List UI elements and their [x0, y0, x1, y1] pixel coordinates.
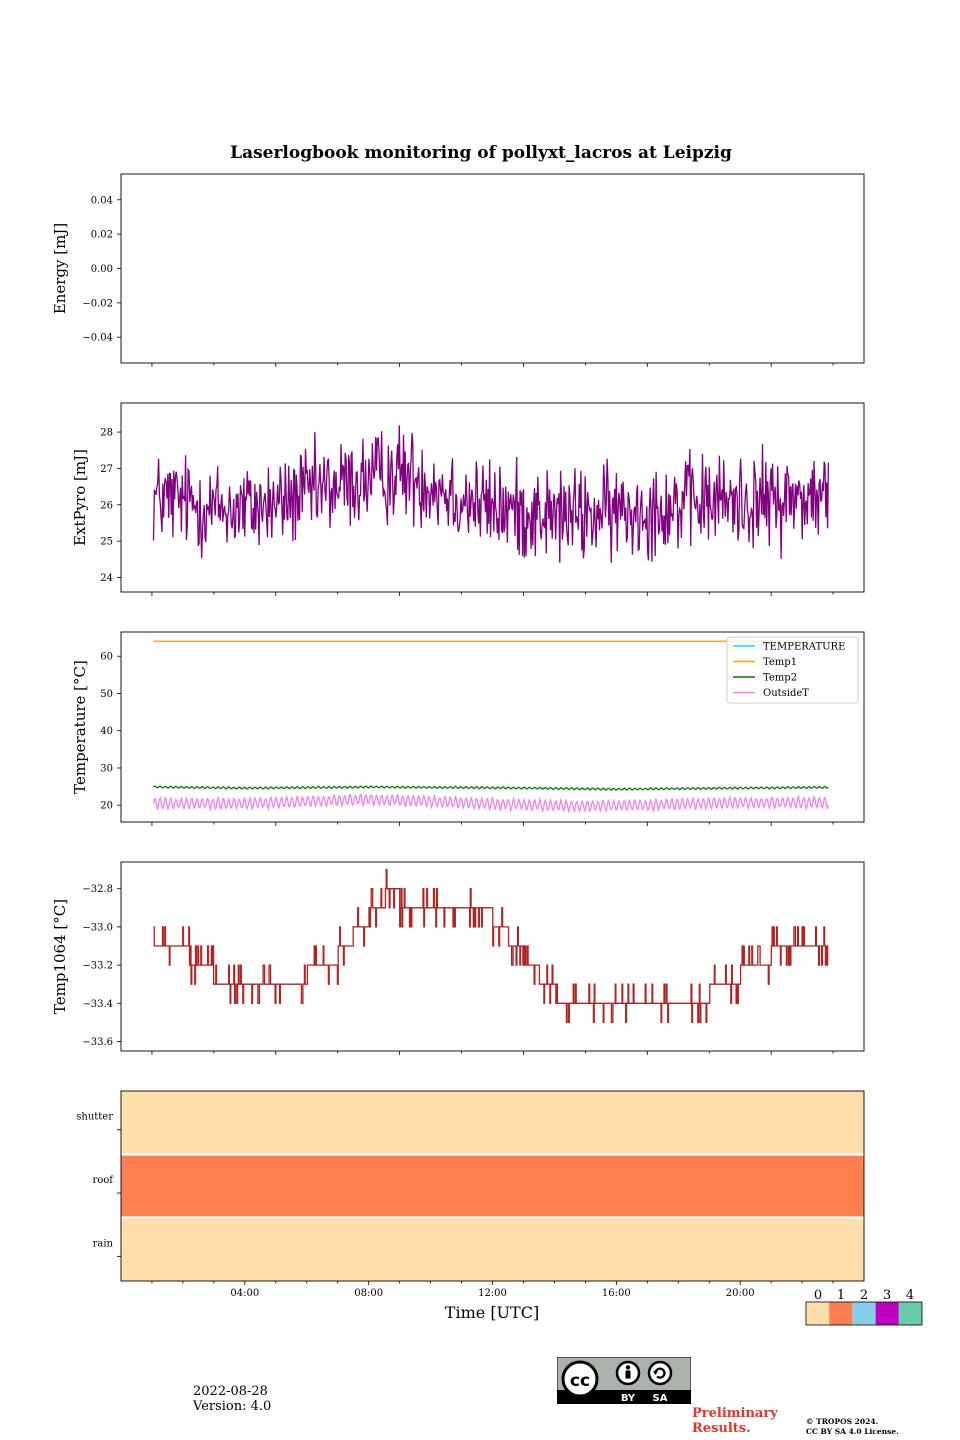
- x-axis-label: Time [UTC]: [445, 1303, 539, 1322]
- temp1064-panel: −32.8 −33.0 −33.2 −33.4 −33.6 Temp1064 [°C]: [51, 861, 865, 1055]
- status-row-label-shutter: shutter: [76, 1112, 113, 1123]
- y-tick-label: 50: [100, 689, 113, 700]
- y-tick-label: 25: [100, 537, 113, 548]
- figure-title: Laserlogbook monitoring of pollyxt_lacro…: [230, 143, 732, 163]
- y-axis-label: ExtPyro [mJ]: [71, 449, 89, 546]
- legend-label-temp1: Temp1: [763, 657, 797, 668]
- status-row-rain: [121, 1217, 864, 1281]
- copyright-line-2: CC BY SA 4.0 License.: [806, 1427, 899, 1436]
- axes-frame: [120, 173, 865, 364]
- colorbar-tick-label: 4: [906, 1288, 914, 1303]
- energy-panel: 0.04 0.02 0.00 −0.02 −0.04 Energy [mJ]: [51, 173, 865, 367]
- y-axis-label: Temperature [°C]: [71, 660, 89, 794]
- y-tick-label: 26: [100, 500, 113, 511]
- y-tick-label: 60: [100, 652, 113, 663]
- y-tick-label: −33.0: [82, 922, 113, 933]
- status-row-label-roof: roof: [92, 1175, 114, 1186]
- preliminary-notice: Preliminary Results.: [692, 1406, 778, 1436]
- y-tick-label: −33.4: [82, 999, 113, 1010]
- colorbar-swatch-2: [852, 1302, 876, 1325]
- y-axis-label: Energy [mJ]: [51, 223, 69, 314]
- axes-frame: [120, 402, 865, 593]
- status-row-shutter: [121, 1091, 864, 1155]
- legend-box: [726, 636, 859, 704]
- colorbar-tick-label: 2: [860, 1288, 868, 1303]
- temperature-panel: 20 30 40 50 60 Temperature [°C] TEMPERATURE Tem…: [71, 631, 865, 826]
- x-tick-label: 08:00: [354, 1288, 383, 1299]
- license-by-label: BY: [621, 1393, 636, 1404]
- footer-version: Version: 4.0: [193, 1399, 272, 1414]
- legend-label-temp2: Temp2: [763, 673, 797, 684]
- y-tick-label: 0.00: [91, 264, 113, 275]
- temp1064-line: [153, 868, 829, 1024]
- colorbar-swatch-0: [806, 1302, 830, 1325]
- legend-label-temperature: TEMPERATURE: [763, 642, 845, 653]
- series-temp2-line: [153, 785, 829, 791]
- preliminary-line-2: Results.: [692, 1421, 751, 1436]
- cc-by-sa-icon: cc BY SA: [556, 1356, 692, 1405]
- colorbar-swatch-1: [829, 1302, 853, 1325]
- colorbar-tick-label: 3: [883, 1288, 891, 1303]
- y-tick-label: 20: [100, 801, 113, 812]
- axes-frame: [120, 631, 865, 823]
- y-tick-label: 27: [100, 464, 113, 475]
- y-tick-label: −0.04: [82, 333, 113, 344]
- copyright-notice: © TROPOS 2024. CC BY SA 4.0 License.: [806, 1417, 899, 1437]
- copyright-line-1: © TROPOS 2024.: [806, 1417, 879, 1426]
- y-tick-label: 24: [100, 573, 113, 584]
- x-tick-label: 12:00: [478, 1288, 507, 1299]
- series-outsidet-line: [152, 793, 830, 814]
- colorbar-frame: [805, 1301, 923, 1326]
- x-tick-label: 04:00: [230, 1288, 259, 1299]
- status-row-roof: [121, 1154, 864, 1218]
- x-tick-label: 20:00: [726, 1288, 755, 1299]
- extpyro-line: [152, 425, 830, 563]
- y-tick-label: 40: [100, 726, 113, 737]
- preliminary-line-1: Preliminary: [692, 1406, 778, 1421]
- y-tick-label: −33.2: [82, 961, 113, 972]
- y-tick-label: −0.02: [82, 298, 113, 309]
- colorbar-swatch-3: [875, 1302, 899, 1325]
- status-row-label-rain: rain: [93, 1238, 114, 1249]
- legend: TEMPERATURE Temp1 Temp2 OutsideT: [726, 636, 859, 704]
- axes-frame: [120, 861, 865, 1052]
- footer-date-version: 2022-08-28 Version: 4.0: [193, 1384, 271, 1414]
- svg-text:cc: cc: [570, 1371, 590, 1391]
- legend-label-outsidet: OutsideT: [763, 688, 809, 699]
- colorbar-swatch-4: [898, 1302, 922, 1325]
- license-sa-label: SA: [653, 1393, 668, 1404]
- y-tick-label: 30: [100, 763, 113, 774]
- y-tick-label: 28: [100, 428, 113, 439]
- y-tick-label: −33.6: [82, 1037, 113, 1048]
- colorbar-tick-label: 0: [814, 1288, 822, 1303]
- colorbar-tick-label: 1: [837, 1288, 845, 1303]
- extpyro-panel: 24 25 26 27 28 ExtPyro [mJ]: [71, 402, 865, 596]
- y-axis-label: Temp1064 [°C]: [51, 899, 69, 1014]
- y-tick-label: −32.8: [82, 884, 113, 895]
- y-tick-label: 0.04: [91, 195, 113, 206]
- footer-date: 2022-08-28: [193, 1384, 268, 1399]
- x-tick-label: 16:00: [602, 1288, 631, 1299]
- y-tick-label: 0.02: [91, 230, 113, 241]
- status-panel: shutter roof rain 04:00 08:00 12:00 16:00 20:00: [76, 1090, 865, 1299]
